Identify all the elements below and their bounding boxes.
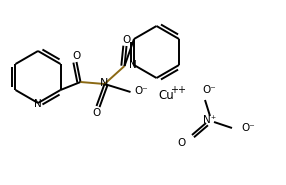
- Text: N: N: [100, 78, 109, 88]
- Text: O: O: [92, 108, 101, 118]
- Text: N⁺: N⁺: [203, 115, 217, 125]
- Text: O: O: [122, 35, 131, 45]
- Text: N: N: [34, 99, 42, 109]
- Text: N: N: [129, 60, 137, 70]
- Text: O⁻: O⁻: [135, 86, 148, 96]
- Text: O⁻: O⁻: [202, 85, 216, 95]
- Text: O: O: [72, 51, 81, 61]
- Text: Cu: Cu: [158, 88, 174, 102]
- Text: O: O: [178, 138, 186, 148]
- Text: ++: ++: [170, 85, 186, 95]
- Text: O⁻: O⁻: [241, 123, 255, 133]
